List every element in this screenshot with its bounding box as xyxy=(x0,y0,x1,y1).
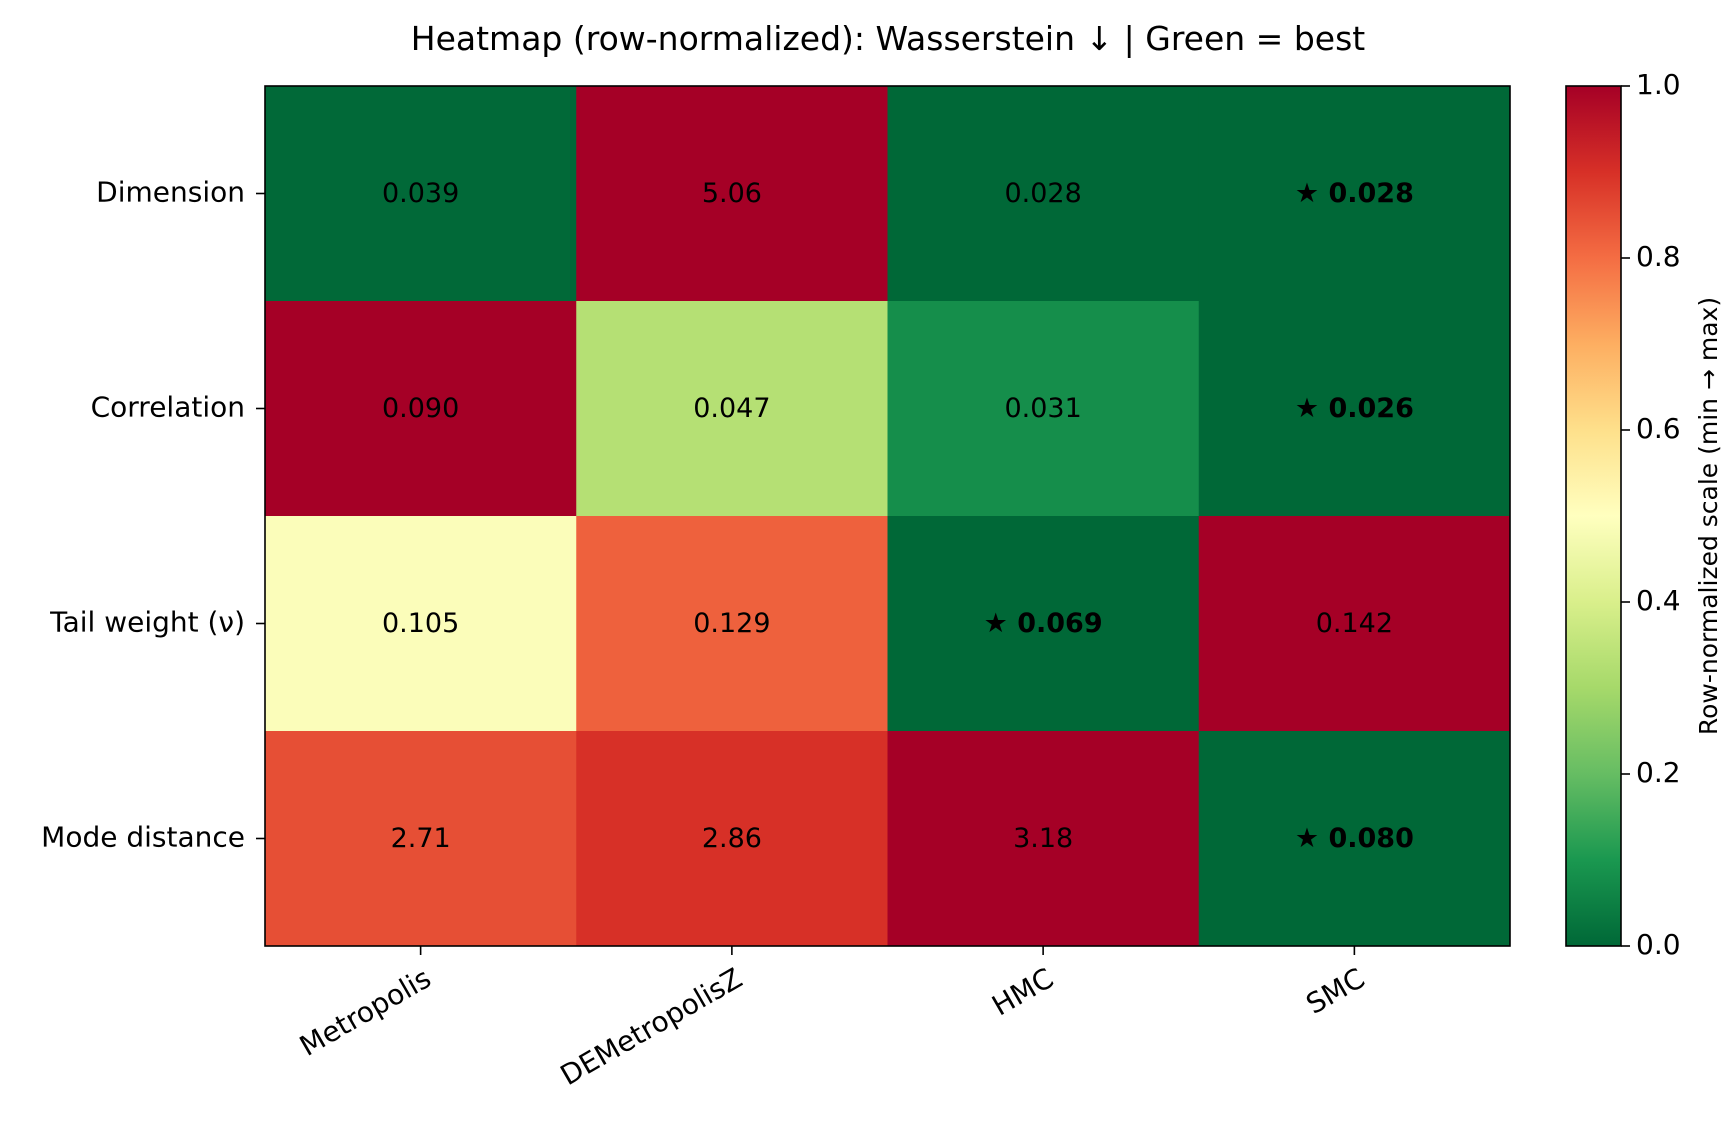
heatmap-cell xyxy=(265,731,577,947)
cell-value: 0.031 xyxy=(1004,393,1081,424)
chart-title: Heatmap (row-normalized): Wasserstein ↓ … xyxy=(411,19,1365,58)
colorbar: 0.0 0.2 0.4 0.6 0.8 1.0 Row-normalized scale (… xyxy=(1565,68,1723,961)
colorbar-label: Row-normalized scale (min → max) xyxy=(1694,297,1723,735)
x-tick-label: Metropolis xyxy=(294,961,436,1062)
cell-value: 0.039 xyxy=(382,178,459,209)
heatmap-cell xyxy=(1198,731,1511,947)
heatmap-cell xyxy=(887,516,1200,732)
cell-value: 0.090 xyxy=(382,393,459,424)
y-axis: Dimension Correlation Tail weight (ν) Mode … xyxy=(41,176,265,854)
colorbar-gradient xyxy=(1565,85,1622,947)
plot-frame xyxy=(264,85,1511,947)
heatmap-cell xyxy=(887,731,1200,947)
y-tick-label: Correlation xyxy=(91,391,245,424)
heatmap-cell xyxy=(265,301,577,517)
heatmap-cell xyxy=(265,516,577,732)
cell-value: 0.047 xyxy=(693,393,770,424)
x-tick-label: DEMetropolisZ xyxy=(555,961,748,1092)
cell-value: 0.142 xyxy=(1316,608,1393,639)
cell-value: 5.06 xyxy=(702,178,762,209)
best-cell-value: ★ 0.069 xyxy=(984,608,1103,639)
heatmap-cells xyxy=(265,86,1511,947)
heatmap-cell xyxy=(576,731,888,947)
colorbar-tick-label: 0.0 xyxy=(1636,928,1681,961)
colorbar-tick-label: 0.4 xyxy=(1636,584,1681,617)
colorbar-tick-label: 0.6 xyxy=(1636,412,1681,445)
cell-value: 0.028 xyxy=(1004,178,1081,209)
y-tick-label: Dimension xyxy=(96,176,245,209)
best-cell-value: ★ 0.028 xyxy=(1295,178,1414,209)
x-tick-label: SMC xyxy=(1301,961,1371,1020)
colorbar-tick-label: 0.2 xyxy=(1636,756,1681,789)
y-tick-label: Tail weight (ν) xyxy=(49,606,245,639)
cell-value: 3.18 xyxy=(1013,823,1073,854)
heatmap-cell xyxy=(576,301,888,517)
heatmap-cell xyxy=(1198,86,1511,302)
y-tick-label: Mode distance xyxy=(41,821,245,854)
heatmap-cell xyxy=(576,516,888,732)
cell-value: 0.105 xyxy=(382,608,459,639)
cell-value: 2.71 xyxy=(391,823,451,854)
cell-value: 2.86 xyxy=(702,823,762,854)
heatmap-cell-labels: 0.039 5.06 0.028 ★ 0.028 0.090 0.047 0.031 ★ 0.… xyxy=(382,178,1414,854)
heatmap-cell xyxy=(887,301,1200,517)
heatmap-cell xyxy=(1198,301,1511,517)
colorbar-tick-label: 1.0 xyxy=(1636,68,1681,101)
heatmap-cell xyxy=(265,86,577,302)
best-cell-value: ★ 0.026 xyxy=(1295,393,1414,424)
heatmap-cell xyxy=(887,86,1200,302)
heatmap-cell xyxy=(576,86,888,302)
x-axis: Metropolis DEMetropolisZ HMC SMC xyxy=(294,946,1370,1092)
colorbar-tick-label: 0.8 xyxy=(1636,240,1681,273)
x-tick-label: HMC xyxy=(986,961,1059,1022)
cell-value: 0.129 xyxy=(693,608,770,639)
best-cell-value: ★ 0.080 xyxy=(1295,823,1414,854)
heatmap-cell xyxy=(1198,516,1511,732)
